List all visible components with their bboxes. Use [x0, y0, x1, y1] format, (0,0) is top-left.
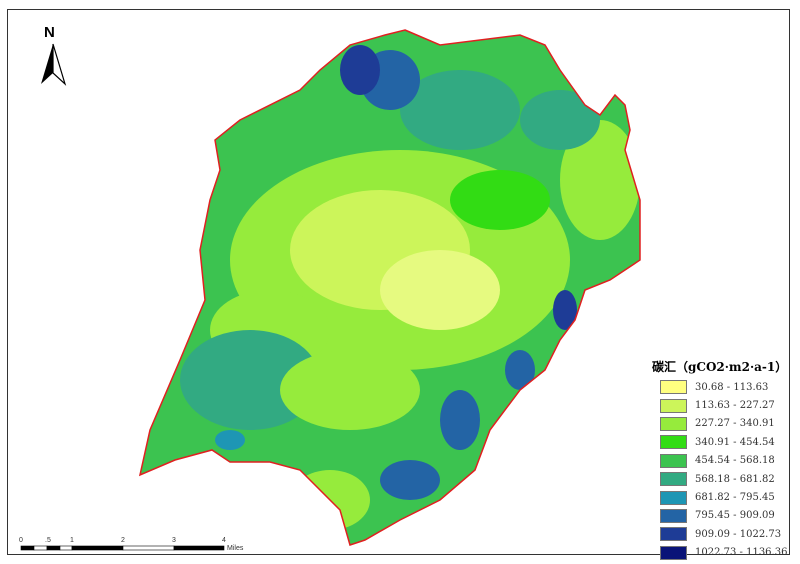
legend-swatch [660, 435, 687, 450]
legend: 碳汇（gCO2·m2·a-1） 30.68 - 113.63 113.63 - 2… [652, 358, 792, 562]
scale-bar-segment [46, 545, 61, 551]
scale-unit: Miles [227, 545, 244, 552]
legend-item: 454.54 - 568.18 [652, 452, 792, 470]
scale-bar: 0 .5 1 2 3 4 Miles [16, 537, 266, 553]
legend-item: 30.68 - 113.63 [652, 378, 792, 396]
scale-bar-segment [71, 545, 124, 551]
legend-swatch [660, 490, 687, 505]
legend-swatch [660, 472, 687, 487]
map-frame [7, 9, 790, 555]
scale-tick-label: 4 [222, 537, 226, 544]
legend-swatch [660, 398, 687, 413]
legend-item: 227.27 - 340.91 [652, 415, 792, 433]
legend-label: 1022.73 - 1136.36 [695, 547, 788, 559]
legend-swatch [660, 545, 687, 560]
scale-tick-label: .5 [45, 537, 51, 544]
scale-bar-segment [33, 545, 48, 551]
legend-label: 340.91 - 454.54 [695, 436, 775, 448]
legend-swatch [660, 508, 687, 523]
legend-label: 568.18 - 681.82 [695, 473, 775, 485]
scale-tick-label: 1 [70, 537, 74, 544]
legend-title: 碳汇（gCO2·m2·a-1） [652, 360, 788, 374]
legend-label: 113.63 - 227.27 [695, 400, 775, 412]
scale-bar-segment [122, 545, 175, 551]
legend-label: 795.45 - 909.09 [695, 510, 775, 522]
scale-tick-label: 2 [121, 537, 125, 544]
legend-item: 568.18 - 681.82 [652, 470, 792, 488]
scale-bar-segment [20, 545, 35, 551]
legend-swatch [660, 453, 687, 468]
legend-swatch [660, 416, 687, 431]
north-arrow-icon [41, 43, 67, 86]
legend-label: 30.68 - 113.63 [695, 381, 769, 393]
north-label: N [44, 24, 55, 41]
legend-label: 454.54 - 568.18 [695, 455, 775, 467]
legend-swatch [660, 527, 687, 542]
legend-label: 909.09 - 1022.73 [695, 528, 782, 540]
legend-item: 909.09 - 1022.73 [652, 525, 792, 543]
scale-tick-label: 0 [19, 537, 23, 544]
legend-item: 795.45 - 909.09 [652, 507, 792, 525]
legend-item: 340.91 - 454.54 [652, 433, 792, 451]
scale-bar-segment [59, 545, 73, 551]
legend-item: 681.82 - 795.45 [652, 488, 792, 506]
legend-item: 1022.73 - 1136.36 [652, 544, 792, 562]
legend-item: 113.63 - 227.27 [652, 396, 792, 414]
legend-swatch [660, 380, 687, 395]
scale-tick-label: 3 [172, 537, 176, 544]
legend-label: 227.27 - 340.91 [695, 418, 775, 430]
raster-layer [140, 30, 640, 545]
region-boundary [138, 29, 641, 546]
legend-label: 681.82 - 795.45 [695, 492, 775, 504]
scale-bar-segment [173, 545, 225, 551]
